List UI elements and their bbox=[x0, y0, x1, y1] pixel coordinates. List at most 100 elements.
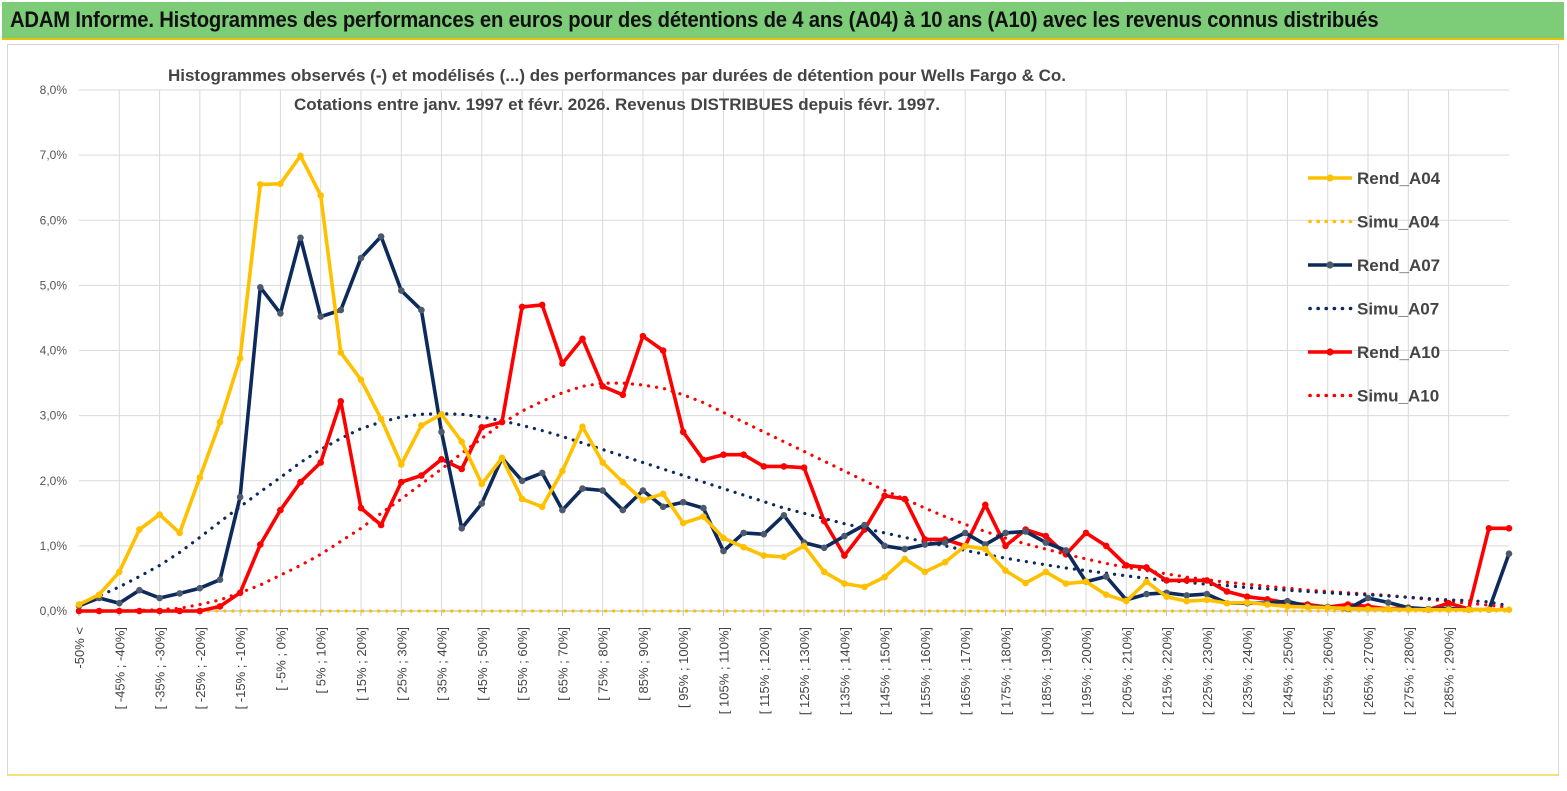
point-rend-a04 bbox=[176, 529, 183, 537]
point-rend-a10 bbox=[357, 504, 365, 512]
report-banner: ADAM Informe. Histogrammes des performan… bbox=[2, 2, 1564, 40]
point-rend-a04 bbox=[1102, 591, 1110, 598]
y-tick-label: 5,0% bbox=[40, 278, 68, 292]
point-rend-a04 bbox=[216, 418, 224, 426]
point-rend-a04 bbox=[538, 503, 546, 511]
point-rend-a10 bbox=[1485, 525, 1493, 532]
point-rend-a04 bbox=[75, 601, 83, 608]
point-rend-a10 bbox=[599, 383, 606, 390]
point-rend-a04 bbox=[599, 459, 606, 466]
point-rend-a07 bbox=[357, 254, 365, 262]
series-rend-a07 bbox=[75, 233, 1513, 613]
point-rend-a04 bbox=[277, 180, 284, 188]
point-rend-a10 bbox=[1163, 577, 1170, 584]
point-rend-a04 bbox=[136, 526, 143, 533]
point-rend-a04 bbox=[498, 454, 506, 462]
point-rend-a07 bbox=[941, 539, 949, 546]
y-tick-label: 6,0% bbox=[40, 213, 68, 227]
x-tick-label: [ 265% ; 270%] bbox=[1361, 627, 1376, 715]
point-rend-a04 bbox=[357, 376, 365, 384]
point-rend-a04 bbox=[1384, 605, 1392, 613]
point-rend-a07 bbox=[921, 541, 929, 548]
point-rend-a07 bbox=[216, 576, 224, 583]
legend-marker bbox=[1326, 174, 1334, 182]
point-rend-a10 bbox=[236, 589, 244, 597]
point-rend-a07 bbox=[760, 530, 768, 538]
point-rend-a10 bbox=[659, 347, 667, 354]
point-rend-a10 bbox=[116, 607, 123, 615]
point-rend-a04 bbox=[236, 355, 244, 362]
series-simu-a10 bbox=[77, 381, 1511, 613]
point-rend-a10 bbox=[700, 456, 707, 464]
y-axis-ticks: 0,0% 1,0% 2,0% 3,0% 4,0% 5,0% 6,0% 7,0% 8,0% bbox=[40, 83, 68, 618]
point-rend-a04 bbox=[841, 580, 848, 587]
point-rend-a07 bbox=[1042, 539, 1050, 546]
point-rend-a04 bbox=[861, 583, 868, 591]
point-rend-a04 bbox=[438, 411, 445, 418]
point-rend-a07 bbox=[639, 487, 647, 494]
point-rend-a04 bbox=[1465, 606, 1472, 613]
x-tick-label: [ 115% ; 120%] bbox=[757, 627, 772, 714]
point-rend-a04 bbox=[1304, 603, 1311, 611]
x-tick-label: [ 175% ; 180%] bbox=[998, 627, 1013, 715]
x-tick-label: [ 225% ; 230%] bbox=[1200, 627, 1215, 715]
point-rend-a07 bbox=[478, 500, 486, 507]
x-tick-label: [ 35% ; 40%] bbox=[435, 627, 450, 701]
x-tick-label: -50% < bbox=[72, 627, 87, 669]
point-rend-a07 bbox=[720, 547, 727, 555]
point-rend-a04 bbox=[800, 542, 808, 550]
point-rend-a10 bbox=[800, 464, 808, 472]
point-rend-a07 bbox=[377, 233, 385, 240]
point-rend-a04 bbox=[478, 480, 486, 488]
point-rend-a04 bbox=[377, 415, 385, 423]
point-rend-a10 bbox=[538, 301, 546, 309]
point-rend-a10 bbox=[196, 607, 204, 615]
point-rend-a04 bbox=[1364, 605, 1372, 613]
x-tick-label: [ 15% ; 20%] bbox=[354, 627, 369, 701]
point-rend-a07 bbox=[740, 529, 747, 537]
line-simu-a10 bbox=[77, 381, 1511, 613]
x-tick-label: [ 105% ; 110%] bbox=[717, 627, 732, 714]
point-rend-a04 bbox=[196, 474, 204, 481]
point-rend-a07 bbox=[841, 532, 848, 540]
point-rend-a07 bbox=[438, 428, 445, 436]
point-rend-a10 bbox=[579, 335, 586, 343]
point-rend-a04 bbox=[941, 558, 949, 566]
point-rend-a10 bbox=[498, 418, 506, 426]
point-rend-a07 bbox=[277, 310, 284, 317]
point-rend-a07 bbox=[176, 590, 183, 597]
line-simu-a07 bbox=[77, 412, 1511, 608]
legend-label: Simu_A10 bbox=[1357, 387, 1439, 406]
legend-label: Rend_A07 bbox=[1357, 256, 1440, 275]
series-rend-a04 bbox=[75, 152, 1513, 613]
point-rend-a04 bbox=[579, 423, 586, 431]
point-rend-a04 bbox=[881, 573, 888, 581]
series-lines bbox=[75, 152, 1513, 615]
legend-item-rend-a10: Rend_A10 bbox=[1308, 343, 1440, 362]
point-rend-a07 bbox=[398, 287, 405, 294]
point-rend-a04 bbox=[1324, 604, 1331, 611]
point-rend-a04 bbox=[95, 591, 103, 598]
point-rend-a07 bbox=[659, 503, 667, 511]
point-rend-a04 bbox=[1264, 601, 1271, 608]
x-tick-label: [ 45% ; 50%] bbox=[475, 627, 490, 701]
x-tick-label: [ 215% ; 220%] bbox=[1160, 627, 1175, 715]
point-rend-a10 bbox=[639, 332, 647, 340]
chart-title-line1: Histogrammes observés (-) et modélisés (… bbox=[168, 66, 1066, 85]
legend-item-simu-a07: Simu_A07 bbox=[1308, 300, 1439, 319]
point-rend-a04 bbox=[1143, 578, 1150, 585]
point-rend-a10 bbox=[1183, 577, 1190, 584]
point-rend-a07 bbox=[236, 493, 244, 501]
point-rend-a04 bbox=[1022, 579, 1029, 587]
point-rend-a10 bbox=[317, 459, 325, 466]
x-tick-label: [ 5% ; 10%] bbox=[314, 627, 329, 693]
point-rend-a07 bbox=[820, 544, 828, 552]
point-rend-a04 bbox=[1505, 606, 1513, 613]
x-tick-label: [ 85% ; 90%] bbox=[636, 627, 651, 701]
legend-label: Simu_A07 bbox=[1357, 300, 1439, 319]
line-rend-a10 bbox=[79, 303, 1509, 613]
point-rend-a04 bbox=[337, 349, 345, 356]
point-rend-a07 bbox=[297, 234, 304, 242]
x-tick-label: [ -35% ; -30%] bbox=[153, 627, 168, 709]
